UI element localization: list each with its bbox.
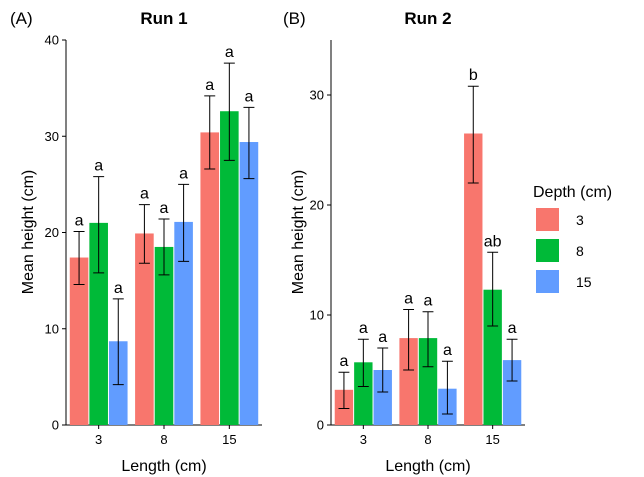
panel-a-ytick-label: 0 [52,418,59,433]
panel-a-xtick-label: 15 [222,432,236,447]
legend-label-8: 8 [576,243,584,259]
bar-b-depth8-len8 [418,338,438,425]
legend-swatch-3 [536,208,559,231]
panel-b-title: Run 2 [404,9,451,28]
errorbar-a-depth15-len8 [178,183,190,262]
errorbar-b-depth8-len3 [357,338,369,387]
sig-label-b-depth8-len3: a [359,320,368,337]
bar-a-depth8-len8 [154,246,174,425]
sig-label-a-depth15-len8: a [179,165,188,182]
bar-b-depth15-len15 [502,360,522,425]
panel-b-xtick-label: 3 [360,432,367,447]
panel-a-xtick-label: 8 [160,432,167,447]
panel-a-ylabel: Mean height (cm) [20,170,37,295]
sig-label-a-depth3-len3: a [75,213,84,230]
sig-label-a-depth3-len15: a [205,77,214,94]
errorbar-b-depth15-len15 [506,338,518,382]
legend-label-15: 15 [576,274,592,290]
sig-label-b-depth3-len3: a [339,353,348,370]
bar-a-depth3-len8 [135,233,154,425]
errorbar-b-depth8-len8 [422,311,434,368]
bar-b-depth8-len3 [354,362,373,425]
bar-b-depth8-len15 [483,289,502,425]
panel-a-title: Run 1 [140,9,187,28]
panel-a-ytick-label: 30 [45,129,59,144]
bar-a-depth8-len15 [220,111,239,425]
sig-label-a-depth3-len8: a [140,186,149,203]
errorbar-b-depth15-len3 [377,347,389,393]
legend-swatch-15 [536,270,559,293]
bar-a-depth3-len3 [69,257,89,425]
sig-label-b-depth3-len8: a [404,291,413,308]
sig-label-a-depth8-len3: a [94,158,103,175]
errorbar-b-depth3-len15 [467,85,479,184]
errorbar-a-depth8-len3 [93,176,105,274]
sig-label-b-depth8-len15: ab [484,233,502,250]
panel-a-label: (A) [10,9,33,28]
errorbar-b-depth8-len15 [487,251,499,327]
legend-swatch-8 [536,239,559,262]
panel-a-ytick-label: 40 [45,33,59,48]
panel-b-ytick-label: 10 [310,308,324,323]
errorbar-a-depth8-len8 [158,218,170,276]
bar-b-depth3-len8 [399,338,418,425]
panel-b-xlabel: Length (cm) [385,458,470,475]
errorbar-a-depth8-len15 [223,62,235,161]
legend: Depth (cm) 3 8 15 [533,184,612,293]
panel-a-ytick-label: 10 [45,321,59,336]
errorbar-b-depth3-len3 [338,371,350,409]
sig-label-b-depth15-len3: a [378,329,387,346]
errorbar-a-depth3-len3 [73,231,85,285]
bar-a-depth15-len15 [239,142,259,425]
bar-b-depth15-len3 [373,370,392,425]
sig-label-a-depth15-len15: a [244,88,253,105]
panel-b-xtick-label: 8 [424,432,431,447]
panel-b-ylabel: Mean height (cm) [290,170,307,295]
panel-b-xtick-label: 15 [485,432,499,447]
errorbar-a-depth15-len3 [112,298,124,386]
sig-label-b-depth15-len8: a [443,342,452,359]
bar-a-depth15-len8 [174,221,193,425]
bar-a-depth3-len15 [200,132,220,425]
sig-label-a-depth8-len15: a [225,44,234,61]
panel-b-ytick-label: 0 [317,418,324,433]
sig-label-b-depth15-len15: a [508,320,517,337]
errorbar-a-depth3-len8 [138,204,150,264]
panel-b-label: (B) [283,9,306,28]
errorbar-b-depth3-len8 [403,309,415,371]
panel-b-ytick-label: 30 [310,88,324,103]
sig-label-a-depth15-len3: a [114,280,123,297]
legend-label-3: 3 [576,212,584,228]
sig-label-a-depth8-len8: a [160,200,169,217]
panel-a-xtick-label: 3 [95,432,102,447]
sig-label-b-depth8-len8: a [424,293,433,310]
errorbar-a-depth3-len15 [204,95,216,170]
sig-label-b-depth3-len15: b [469,67,478,84]
bar-b-depth3-len15 [464,133,483,425]
legend-title: Depth (cm) [533,184,612,201]
errorbar-a-depth15-len15 [243,106,255,180]
errorbar-b-depth15-len8 [441,360,453,415]
panel-b-ytick-label: 20 [310,198,324,213]
panel-a-ytick-label: 20 [45,225,59,240]
panel-a-xlabel: Length (cm) [121,458,206,475]
